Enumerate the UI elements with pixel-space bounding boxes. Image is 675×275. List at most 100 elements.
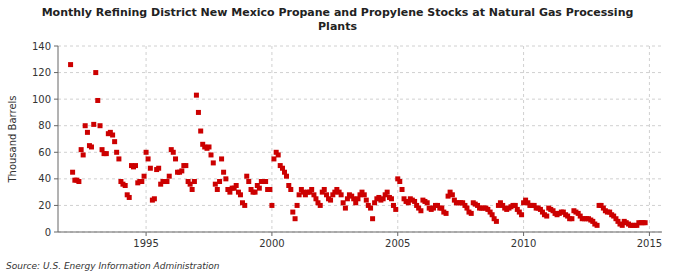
point [79, 147, 84, 152]
point [385, 190, 390, 195]
point [83, 123, 88, 128]
grid [58, 46, 662, 232]
grid-line-x [649, 46, 650, 232]
point [267, 187, 272, 192]
point [223, 176, 228, 181]
point [242, 203, 247, 208]
point [81, 152, 86, 157]
point [544, 214, 549, 219]
point [238, 192, 243, 197]
x-tick [649, 232, 650, 236]
x-tick [146, 232, 147, 236]
point [368, 206, 373, 211]
point [244, 174, 249, 179]
y-tick [54, 99, 58, 100]
point [142, 174, 147, 179]
grid-line-y [58, 178, 662, 179]
point [263, 179, 268, 184]
point [110, 133, 115, 138]
point [400, 187, 405, 192]
point [271, 156, 276, 161]
point [328, 198, 333, 203]
title: Monthly Refining District New Mexico Pro… [42, 6, 634, 33]
point [397, 179, 402, 184]
point [269, 203, 274, 208]
point [95, 98, 100, 103]
point [293, 216, 298, 221]
x-tick [523, 232, 524, 236]
point [76, 179, 81, 184]
point [209, 152, 214, 157]
x-tick-label: 2000 [259, 238, 284, 249]
point [217, 179, 222, 184]
point [290, 210, 295, 215]
point [297, 192, 302, 197]
point [133, 163, 138, 168]
point [339, 192, 344, 197]
x-tick-label: 2005 [385, 238, 410, 249]
grid-line-y [58, 232, 662, 233]
y-tick-label: 100 [32, 94, 51, 105]
point [246, 179, 251, 184]
point [190, 187, 195, 192]
point [595, 223, 600, 228]
point [257, 186, 262, 191]
point [164, 179, 169, 184]
point [123, 183, 128, 188]
point [139, 179, 144, 184]
grid-line-y [58, 152, 662, 153]
point [144, 150, 149, 155]
grid-line-x [146, 46, 147, 232]
title-line: Monthly Refining District New Mexico Pro… [42, 6, 634, 19]
point [85, 130, 90, 135]
point [309, 187, 314, 192]
point [364, 198, 369, 203]
x-tick-label: 1995 [133, 238, 158, 249]
point [98, 123, 103, 128]
grid-line-x [397, 46, 398, 232]
point [146, 156, 151, 161]
point [288, 187, 293, 192]
point [643, 220, 648, 225]
point [116, 156, 121, 161]
y-tick-label: 0 [45, 227, 51, 238]
point [215, 187, 220, 192]
grid-line-y [58, 99, 662, 100]
y-axis-line [58, 46, 59, 232]
point [341, 200, 346, 205]
point [156, 166, 161, 171]
y-tick-label: 40 [38, 173, 51, 184]
y-tick-label: 120 [32, 67, 51, 78]
point [284, 174, 289, 179]
x-tick-label: 2010 [511, 238, 536, 249]
point [469, 211, 474, 216]
y-axis-label: Thousand Barrels [7, 95, 18, 183]
y-tick [54, 152, 58, 153]
point [444, 211, 449, 216]
point [179, 168, 184, 173]
point [389, 196, 394, 201]
x-tick [271, 232, 272, 236]
point [91, 122, 96, 127]
y-tick-label: 20 [38, 200, 51, 211]
point [171, 150, 176, 155]
point [198, 129, 203, 134]
title-line: Plants [318, 20, 357, 33]
point [127, 195, 132, 200]
grid-line-y [58, 205, 662, 206]
y-tick [54, 125, 58, 126]
x-tick-label: 2015 [637, 238, 662, 249]
grid-line-y [58, 125, 662, 126]
y-tick [54, 72, 58, 73]
y-tick [54, 232, 58, 233]
y-tick-label: 80 [38, 120, 51, 131]
point [362, 192, 367, 197]
point [276, 152, 281, 157]
point [167, 174, 172, 179]
x-axis-line [58, 232, 662, 233]
point [211, 160, 216, 165]
y-tick [54, 205, 58, 206]
point [234, 183, 239, 188]
point [104, 151, 109, 156]
point [418, 208, 423, 213]
